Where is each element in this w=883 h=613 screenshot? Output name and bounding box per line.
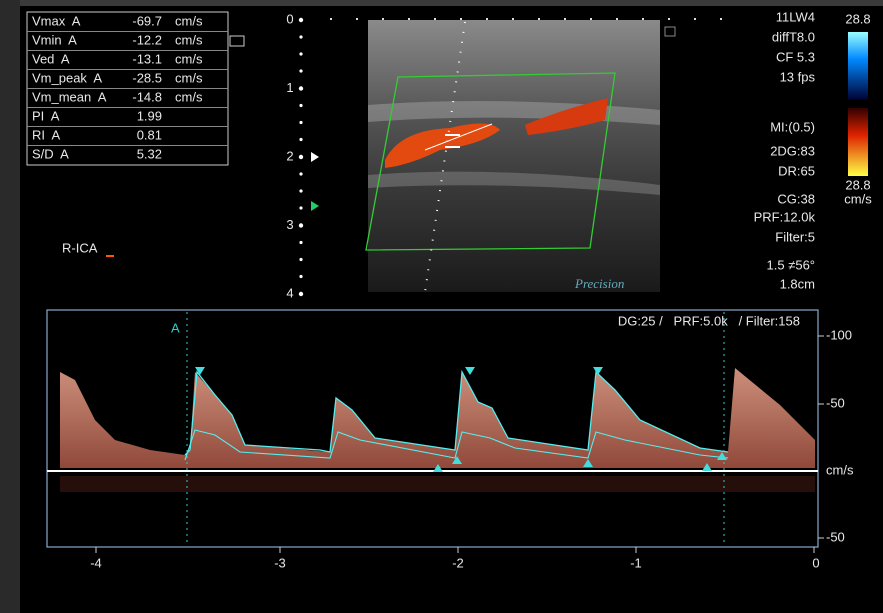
measurement-cell: -13.1 [132, 51, 162, 66]
depth-dot [299, 155, 303, 159]
color-bar-max: 28.8 [845, 11, 870, 26]
vessel-label: R-ICA [62, 240, 98, 255]
measurement-cell: 1.99 [137, 108, 162, 123]
measurement-cell: Vm_peak A [32, 70, 102, 85]
measurement-cell: S/D A [32, 146, 69, 161]
depth-dot [299, 138, 302, 141]
depth-dot [299, 241, 302, 244]
setting: 11LW4 [776, 9, 815, 24]
depth-dot [299, 104, 302, 107]
measurement-cell: -69.7 [132, 13, 162, 28]
measurement-cell: Ved A [32, 51, 70, 66]
depth-label: 0 [286, 11, 293, 26]
measurement-cell: Vm_mean A [32, 89, 107, 104]
setting: CF 5.3 [776, 49, 815, 64]
velocity-label: -50 [826, 395, 845, 410]
measurement-cell: cm/s [175, 70, 203, 85]
measurement-cell: cm/s [175, 32, 203, 47]
depth-dot [299, 189, 302, 192]
measurement-cell: -28.5 [132, 70, 162, 85]
depth-dot [299, 18, 303, 22]
measurement-cell: 0.81 [137, 127, 162, 142]
depth-dot [299, 69, 302, 72]
setting: diffT8.0 [772, 29, 815, 44]
depth-dot [299, 35, 302, 38]
setting: 13 fps [780, 69, 816, 84]
depth-dot [299, 52, 302, 55]
color-bar-min: 28.8 [845, 177, 870, 192]
top-frame [0, 0, 883, 6]
cycle-label: A [171, 320, 180, 335]
measurement-cell: PI A [32, 108, 60, 123]
depth-dot [299, 258, 302, 261]
time-label: 0 [812, 555, 819, 570]
measurement-cell: Vmin A [32, 32, 77, 47]
depth-dot [299, 206, 302, 209]
depth-label: 2 [286, 148, 293, 163]
measurement-cell: Vmax A [32, 13, 81, 28]
logo: Precision [574, 276, 624, 291]
velocity-label: -50 [826, 529, 845, 544]
setting: 2DG:83 [770, 143, 815, 158]
color-bar-positive [848, 108, 868, 176]
doppler-settings: DG:25 / PRF:5.0k / Filter:158 [618, 313, 800, 328]
setting: MI:(0.5) [770, 119, 815, 134]
time-label: -1 [630, 555, 642, 570]
depth-dot [299, 275, 302, 278]
setting: Filter:5 [775, 229, 815, 244]
depth-dot [299, 172, 302, 175]
setting: CG:38 [777, 191, 815, 206]
velocity-label: cm/s [826, 462, 854, 477]
measurement-cell: cm/s [175, 51, 203, 66]
depth-dot [299, 292, 303, 296]
measurement-cell: cm/s [175, 89, 203, 104]
depth-dot [299, 121, 302, 124]
spectrum-below [60, 476, 815, 492]
depth-dot [299, 223, 303, 227]
ultrasound-screen: R-ICA Precision 28.8 28.8 cm/s DG:25 / P… [0, 0, 883, 613]
color-bar-negative [848, 32, 868, 100]
measurement-cell: RI A [32, 127, 61, 142]
measurement-cell: -12.2 [132, 32, 162, 47]
velocity-label: -100 [826, 327, 852, 342]
time-label: -4 [90, 555, 102, 570]
measurement-cell: 5.32 [137, 146, 162, 161]
measurement-cell: -14.8 [132, 89, 162, 104]
depth-dot [299, 86, 303, 90]
color-bar-unit: cm/s [844, 191, 872, 206]
setting: 1.8cm [780, 276, 815, 291]
page: R-ICA Precision 28.8 28.8 cm/s DG:25 / P… [0, 0, 883, 613]
left-frame [0, 0, 20, 613]
setting: PRF:12.0k [754, 209, 816, 224]
depth-label: 1 [286, 80, 293, 95]
measurement-cell: cm/s [175, 13, 203, 28]
depth-label: 3 [286, 217, 293, 232]
setting: DR:65 [778, 163, 815, 178]
time-label: -2 [452, 555, 464, 570]
time-label: -3 [274, 555, 286, 570]
depth-label: 4 [286, 285, 293, 300]
setting: 1.5 ≠56° [767, 257, 815, 272]
